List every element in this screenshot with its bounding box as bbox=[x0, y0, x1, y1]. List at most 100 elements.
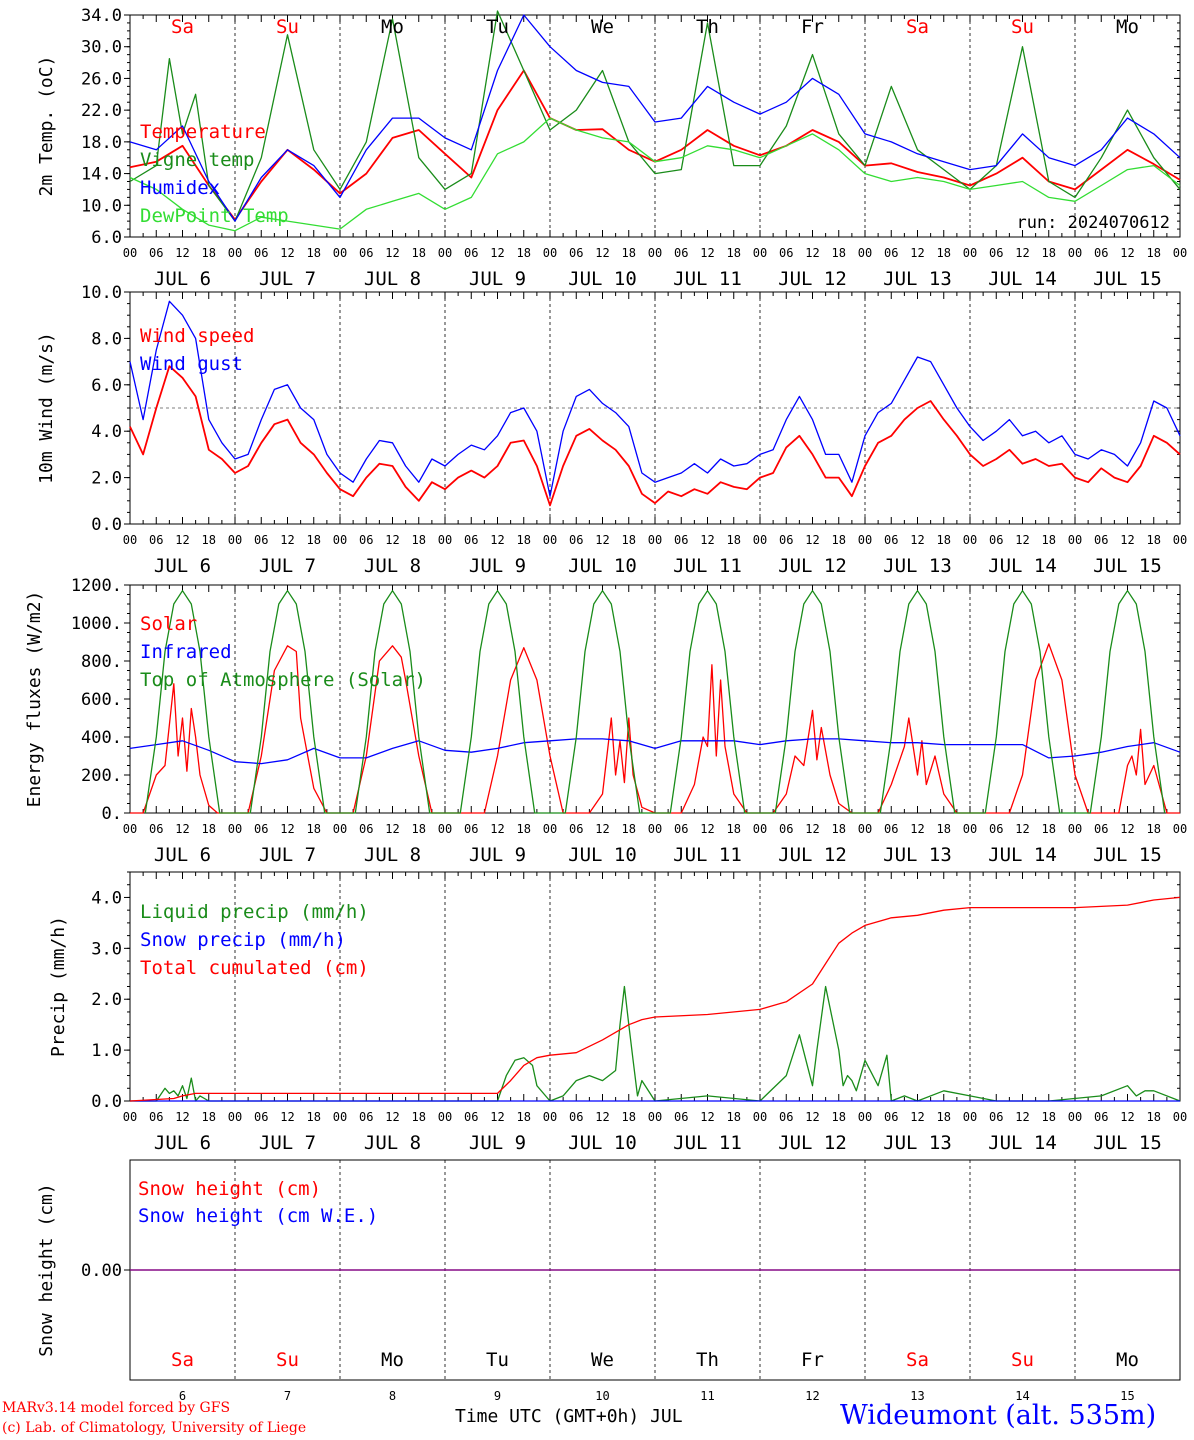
weekday-label: Fr bbox=[801, 1349, 824, 1371]
x-hour-label: 06 bbox=[149, 246, 163, 260]
legend-entry: Total cumulated (cm) bbox=[140, 957, 369, 979]
x-day-label: JUL 14 bbox=[988, 844, 1057, 866]
x-hour-label: 06 bbox=[464, 533, 478, 547]
x-hour-label: 00 bbox=[228, 822, 242, 836]
x-hour-label: 00 bbox=[333, 822, 347, 836]
legend-entry: Liquid precip (mm/h) bbox=[140, 901, 369, 923]
x-hour-label: 00 bbox=[1068, 533, 1082, 547]
x-hour-label: 18 bbox=[832, 533, 846, 547]
x-day-label: JUL 7 bbox=[259, 1132, 316, 1154]
x-hour-label: 00 bbox=[1068, 822, 1082, 836]
x-hour-label: 12 bbox=[385, 533, 399, 547]
x-hour-label: 18 bbox=[1042, 1110, 1056, 1124]
weekday-label: Su bbox=[276, 1349, 299, 1371]
x-hour-label: 18 bbox=[622, 246, 636, 260]
x-hour-label: 18 bbox=[727, 246, 741, 260]
x-day-label: JUL 14 bbox=[988, 1132, 1057, 1154]
x-hour-label: 18 bbox=[622, 1110, 636, 1124]
x-day-label: JUL 15 bbox=[1093, 268, 1162, 290]
x-hour-label: 18 bbox=[727, 533, 741, 547]
x-hour-label: 00 bbox=[963, 1110, 977, 1124]
x-hour-label: 18 bbox=[517, 1110, 531, 1124]
y-tick-label: 8.0 bbox=[91, 329, 122, 349]
x-hour-label: 06 bbox=[359, 822, 373, 836]
x-hour-label: 12 bbox=[595, 246, 609, 260]
x-hour-label: 12 bbox=[910, 1110, 924, 1124]
x-hour-label: 12 bbox=[700, 1110, 714, 1124]
x-hour-label: 06 bbox=[1094, 822, 1108, 836]
x-hour-label: 18 bbox=[517, 533, 531, 547]
weekday-label: We bbox=[591, 16, 614, 38]
x-day-label: JUL 10 bbox=[568, 844, 637, 866]
x-hour-label: 06 bbox=[674, 246, 688, 260]
x-hour-label: 12 bbox=[700, 822, 714, 836]
x-hour-label: 00 bbox=[123, 1110, 137, 1124]
x-hour-label: 06 bbox=[779, 533, 793, 547]
y-tick-label: 2.0 bbox=[91, 469, 122, 489]
x-hour-label: 18 bbox=[727, 1110, 741, 1124]
x-hour-label: 00 bbox=[333, 1110, 347, 1124]
x-hour-label: 12 bbox=[910, 533, 924, 547]
x-hour-label: 00 bbox=[1173, 1110, 1187, 1124]
x-hour-label: 00 bbox=[1173, 533, 1187, 547]
x-hour-label: 06 bbox=[1094, 246, 1108, 260]
weekday-label: Tu bbox=[486, 16, 509, 38]
weekday-label: Mo bbox=[381, 1349, 404, 1371]
x-hour-label: 12 bbox=[805, 533, 819, 547]
y-axis-title: Snow height (cm) bbox=[36, 1183, 57, 1356]
day-number-label: 9 bbox=[494, 1389, 501, 1403]
x-hour-label: 18 bbox=[202, 246, 216, 260]
series-line-infrared bbox=[129, 738, 1181, 765]
day-number-label: 12 bbox=[805, 1389, 819, 1403]
x-hour-label: 12 bbox=[280, 246, 294, 260]
x-hour-label: 06 bbox=[779, 822, 793, 836]
x-hour-label: 12 bbox=[175, 822, 189, 836]
y-tick-label: 1200. bbox=[71, 576, 122, 596]
y-tick-label: 0. bbox=[102, 804, 122, 824]
x-day-label: JUL 13 bbox=[883, 555, 952, 577]
y-tick-label: 0.0 bbox=[91, 515, 122, 535]
series-line-wind-gust bbox=[129, 300, 1181, 497]
day-number-label: 14 bbox=[1015, 1389, 1029, 1403]
x-hour-label: 18 bbox=[202, 533, 216, 547]
x-hour-label: 00 bbox=[753, 1110, 767, 1124]
weekday-label: Su bbox=[1011, 16, 1034, 38]
x-day-label: JUL 8 bbox=[364, 1132, 421, 1154]
x-hour-label: 00 bbox=[543, 822, 557, 836]
x-day-label: JUL 8 bbox=[364, 268, 421, 290]
x-day-label: JUL 12 bbox=[778, 844, 847, 866]
x-hour-label: 00 bbox=[228, 246, 242, 260]
x-day-label: JUL 13 bbox=[883, 1132, 952, 1154]
x-hour-label: 06 bbox=[569, 533, 583, 547]
weekday-label: Fr bbox=[801, 16, 824, 38]
x-axis-title: Time UTC (GMT+0h) JUL bbox=[455, 1406, 683, 1427]
x-day-label: JUL 7 bbox=[259, 268, 316, 290]
y-tick-label: 4.0 bbox=[91, 422, 122, 442]
x-day-label: JUL 13 bbox=[883, 844, 952, 866]
y-tick-label: 10.0 bbox=[81, 196, 122, 216]
x-hour-label: 12 bbox=[490, 246, 504, 260]
day-number-label: 11 bbox=[700, 1389, 714, 1403]
x-hour-label: 06 bbox=[674, 822, 688, 836]
x-hour-label: 06 bbox=[1094, 1110, 1108, 1124]
weekday-label: Th bbox=[696, 1349, 719, 1371]
x-hour-label: 18 bbox=[307, 533, 321, 547]
day-number-label: 8 bbox=[389, 1389, 396, 1403]
day-number-label: 15 bbox=[1120, 1389, 1134, 1403]
series-line-humidex bbox=[129, 14, 1181, 222]
x-hour-label: 00 bbox=[1068, 1110, 1082, 1124]
x-hour-label: 12 bbox=[805, 1110, 819, 1124]
series-line-dewpoint-temp bbox=[129, 117, 1181, 232]
x-hour-label: 00 bbox=[123, 533, 137, 547]
series-line-top-of-atmosphere-solar- bbox=[144, 590, 1166, 814]
y-tick-label: 14.0 bbox=[81, 165, 122, 185]
x-hour-label: 12 bbox=[280, 533, 294, 547]
x-hour-label: 12 bbox=[1015, 533, 1029, 547]
weekday-label: Sa bbox=[906, 16, 929, 38]
y-tick-label: 600. bbox=[81, 690, 122, 710]
x-hour-label: 06 bbox=[359, 533, 373, 547]
weekday-label: Tu bbox=[486, 1349, 509, 1371]
day-number-label: 13 bbox=[910, 1389, 924, 1403]
x-hour-label: 12 bbox=[385, 822, 399, 836]
x-day-label: JUL 8 bbox=[364, 555, 421, 577]
